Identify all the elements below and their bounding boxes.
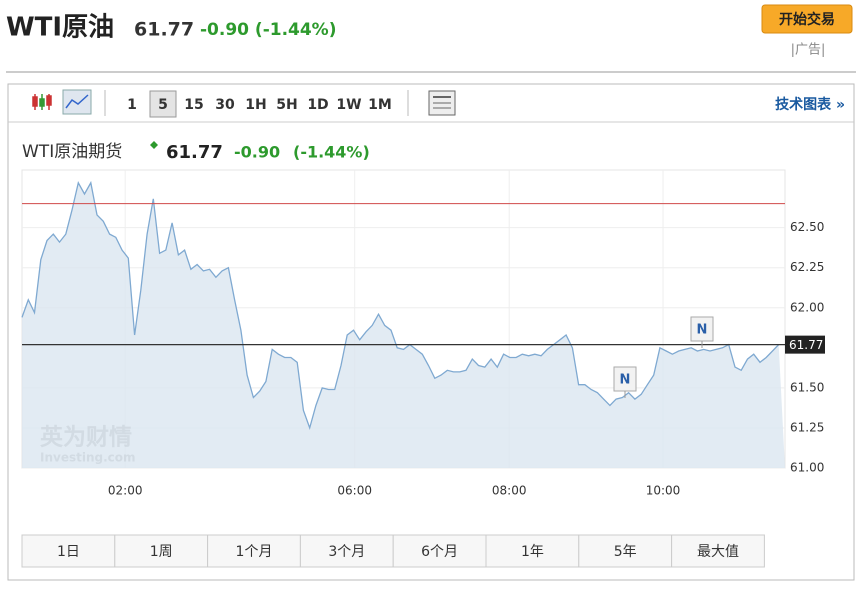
- y-tick-label: 61.25: [790, 420, 824, 434]
- range-label[interactable]: 最大值: [697, 544, 739, 560]
- range-button[interactable]: [207, 534, 301, 568]
- last-price-label: 61.77: [789, 338, 823, 352]
- interval-button[interactable]: 1W: [336, 97, 361, 113]
- range-button[interactable]: [21, 534, 116, 568]
- page-title: WTI原油: [6, 13, 114, 43]
- interval-button[interactable]: 1D: [307, 97, 328, 113]
- x-tick-label: 02:00: [108, 484, 143, 498]
- y-tick-label: 61.50: [790, 380, 824, 394]
- ad-label: |广告|: [791, 43, 826, 58]
- y-tick-label: 61.00: [790, 461, 824, 475]
- news-marker-label[interactable]: N: [697, 323, 708, 338]
- interval-button[interactable]: 15: [184, 97, 203, 113]
- range-label[interactable]: 1个月: [236, 544, 273, 560]
- range-label[interactable]: 1日: [57, 544, 80, 560]
- candle-icon[interactable]: [32, 94, 52, 110]
- line-icon[interactable]: [62, 89, 92, 115]
- y-tick-label: 62.00: [790, 300, 824, 314]
- range-label[interactable]: 1年: [521, 544, 544, 560]
- interval-button[interactable]: 1M: [368, 97, 392, 113]
- last-price-tag: [785, 335, 825, 354]
- range-label[interactable]: 3个月: [328, 544, 365, 560]
- chart-title: WTI原油期货: [22, 142, 122, 162]
- tech-chart-link[interactable]: 技术图表 »: [775, 96, 845, 113]
- chart-change: -0.90: [234, 143, 280, 162]
- range-label[interactable]: 6个月: [421, 544, 458, 560]
- area-fill: [22, 182, 785, 469]
- chart-price: 61.77: [166, 142, 223, 163]
- interval-button[interactable]: 1: [127, 97, 137, 113]
- interval-button[interactable]: 1H: [245, 97, 266, 113]
- interval-button[interactable]: 30: [215, 97, 235, 113]
- interval-selected[interactable]: [149, 90, 177, 118]
- news-marker-label[interactable]: N: [620, 373, 631, 388]
- price: 61.77: [134, 19, 194, 41]
- y-tick-label: 62.50: [790, 220, 824, 234]
- layout-icon[interactable]: [428, 90, 456, 116]
- range-button[interactable]: [485, 534, 580, 568]
- up-indicator: [150, 141, 158, 149]
- trade-button-label[interactable]: 开始交易: [779, 11, 835, 28]
- y-tick-label: 62.25: [790, 260, 824, 274]
- chart-change-pct: (-1.44%): [293, 143, 370, 162]
- range-button[interactable]: [578, 534, 673, 568]
- x-tick-label: 06:00: [337, 484, 372, 498]
- interval-button[interactable]: 5H: [276, 97, 297, 113]
- range-button[interactable]: [671, 534, 765, 568]
- interval-button[interactable]: 5: [158, 97, 168, 113]
- change: -0.90 (-1.44%): [200, 20, 337, 40]
- range-label[interactable]: 5年: [614, 544, 637, 560]
- range-button[interactable]: [299, 534, 394, 568]
- range-button[interactable]: [114, 534, 209, 568]
- x-tick-label: 10:00: [646, 484, 681, 498]
- price-line: [21, 180, 780, 431]
- trade-button[interactable]: [761, 4, 853, 34]
- range-label[interactable]: 1周: [150, 544, 173, 560]
- x-tick-label: 08:00: [492, 484, 527, 498]
- range-button[interactable]: [392, 534, 487, 568]
